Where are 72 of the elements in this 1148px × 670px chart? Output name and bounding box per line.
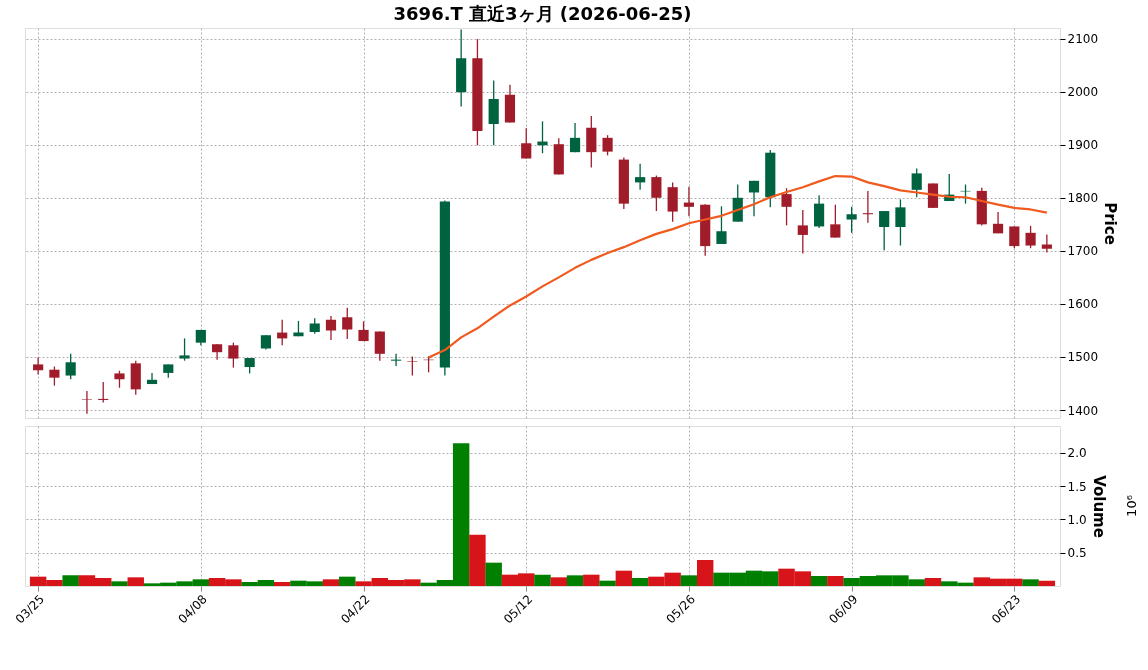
candlestick [683,186,695,218]
candlestick [813,194,825,229]
candlestick [911,167,922,198]
candlestick [179,337,190,362]
bar [469,534,486,586]
bar [273,582,291,586]
bar [810,576,828,586]
candlestick [146,372,158,385]
candlestick [862,190,873,224]
bar [615,570,633,586]
candlestick [407,355,418,377]
candlestick [797,209,808,255]
candlestick [49,365,60,387]
bar [550,577,567,586]
y-tick-label: 0.5 [1067,546,1087,561]
candlestick [895,198,906,247]
candlestick [651,174,662,212]
candlestick [325,315,337,341]
candlestick [98,381,109,404]
candlestick [830,204,841,239]
candlestick [521,127,532,160]
candlestick [846,206,857,234]
bar [583,574,600,586]
candlestick [228,342,239,369]
chart-title: 3696.T 直近3ヶ月 (2026-06-25) [393,3,692,24]
candlestick [1025,225,1036,249]
candlestick [374,330,385,362]
candlestick [65,353,76,380]
y-tick-label: 1.0 [1067,512,1087,527]
bar [566,575,584,586]
y-tick-label: 1900 [1067,138,1099,153]
candlestick [716,205,727,245]
bar [485,562,502,586]
candlestick [569,122,581,153]
candlestick [33,356,44,376]
candlestick [342,306,353,340]
text: 10⁶ [1124,495,1139,517]
y-tick-label: 2.0 [1067,446,1087,461]
candlestick [81,390,93,415]
bar [631,578,649,586]
bar [322,579,340,586]
y-axis-title: Price [1101,202,1120,245]
bar [680,575,698,586]
bar [62,575,79,586]
y-tick-label: 2100 [1067,32,1099,47]
candlestick [390,353,402,367]
candlestick [879,210,890,251]
candlestick [635,163,646,191]
y-tick-label: 1400 [1067,403,1099,418]
y-tick-label: 1700 [1067,244,1099,259]
line-series [427,174,1048,359]
bar [339,576,356,586]
candlestick [781,187,792,227]
y-tick-label: 1.5 [1067,479,1087,494]
bar [827,576,844,586]
bar [924,578,942,586]
bar [111,581,128,586]
y-axis-title: Volume [1089,475,1108,538]
candlestick [748,180,760,218]
y-tick-label: 1600 [1067,297,1099,312]
candlestick [602,134,613,156]
y-tick-label: 1500 [1067,350,1099,365]
y-tick-label: 1800 [1067,191,1099,206]
y-tick-label: 2000 [1067,85,1099,100]
bar [1038,580,1056,586]
bar [696,560,714,586]
candlestick [1009,225,1020,249]
bar [534,574,551,586]
bar [127,577,144,586]
bar [1022,579,1039,586]
candlestick [1041,233,1052,254]
bar [599,580,616,586]
